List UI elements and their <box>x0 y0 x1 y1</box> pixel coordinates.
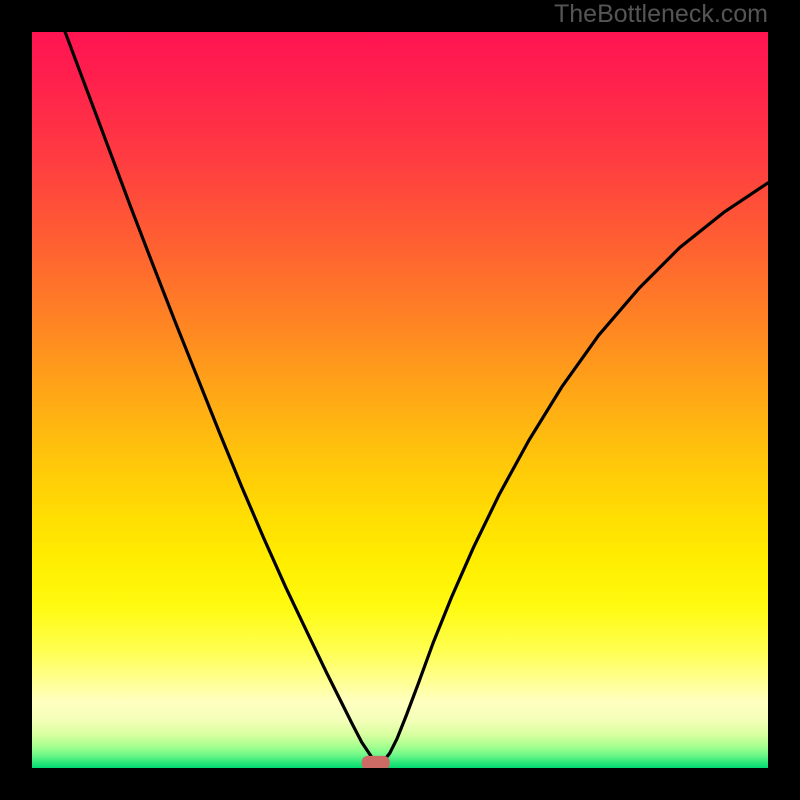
watermark-text: TheBottleneck.com <box>554 0 768 29</box>
gradient-background <box>32 32 768 768</box>
min-marker <box>362 756 390 768</box>
chart-svg <box>32 32 768 768</box>
plot-area <box>32 32 768 768</box>
chart-frame: TheBottleneck.com <box>0 0 800 800</box>
